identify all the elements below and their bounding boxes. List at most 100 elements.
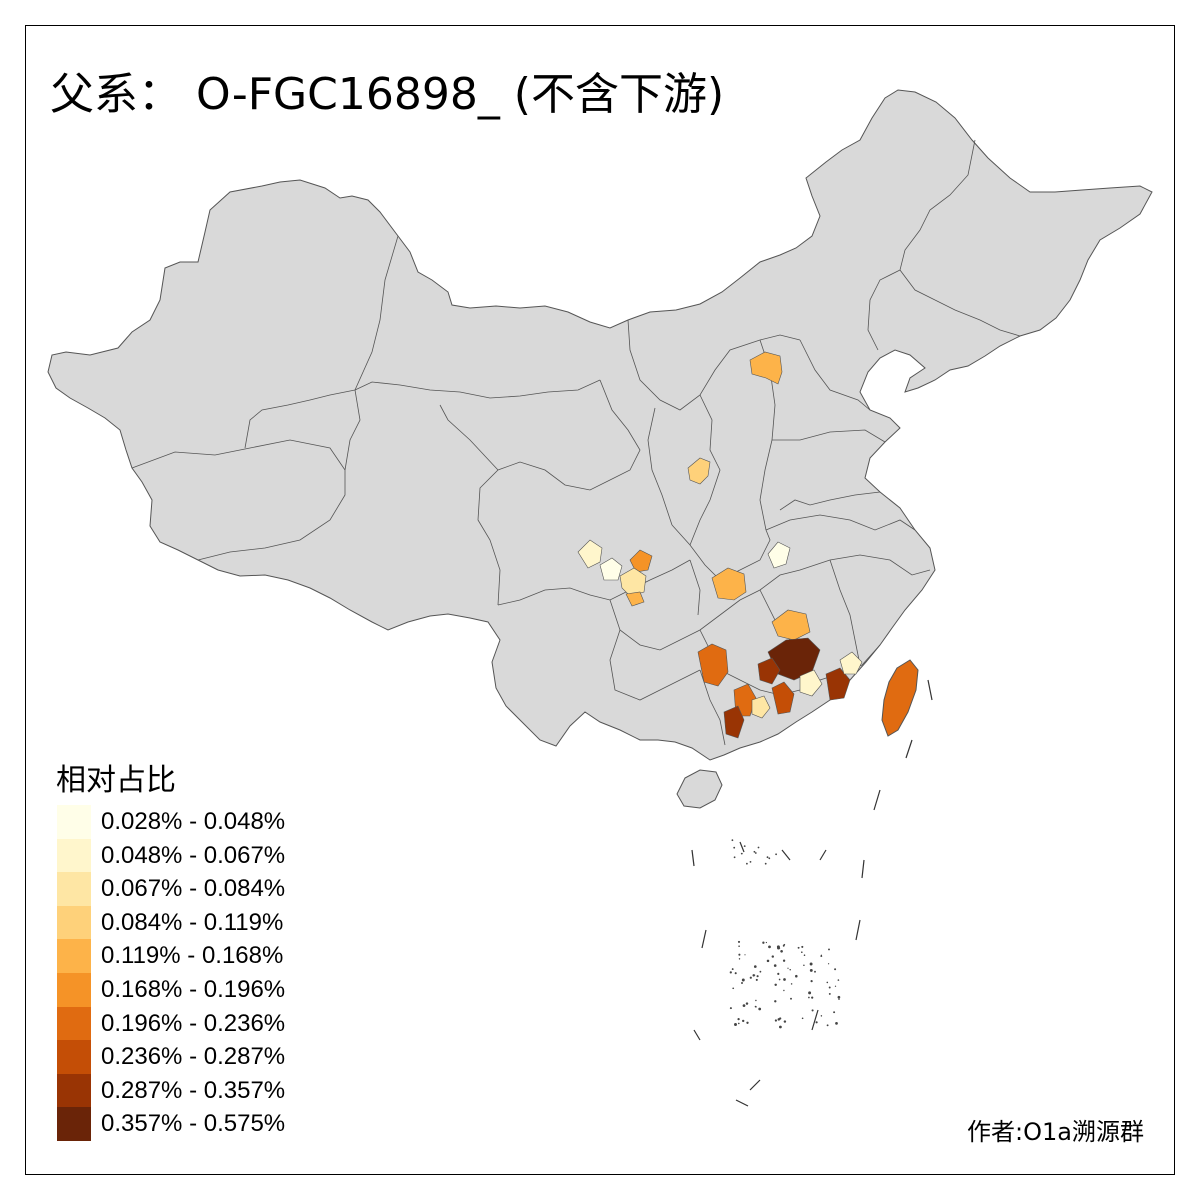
islet-dot: [742, 1004, 746, 1007]
islet-dot: [809, 962, 813, 966]
legend-title: 相对占比: [56, 763, 176, 798]
islet-dot: [828, 986, 831, 989]
islet-dot: [834, 968, 837, 971]
islet-dot: [754, 1005, 757, 1008]
islet-dot: [741, 978, 745, 982]
legend-label: 0.067% - 0.084%: [101, 875, 286, 903]
islet-dot: [731, 839, 734, 842]
islet-dot: [764, 862, 767, 865]
islet-dot: [803, 954, 806, 956]
region-sichuan-east-2: [619, 567, 647, 597]
islet-dot: [820, 1015, 823, 1017]
islet-dot: [740, 852, 743, 855]
legend-label: 0.048% - 0.067%: [101, 841, 286, 869]
islet-dot: [729, 1007, 732, 1010]
legend-label: 0.084% - 0.119%: [101, 908, 284, 936]
islet-dot: [795, 974, 798, 978]
islet-dot: [732, 987, 735, 990]
islet-dot: [742, 1019, 745, 1023]
islet-dot: [774, 1000, 777, 1003]
islet-dot: [737, 1022, 740, 1025]
region-guangxi-north: [697, 643, 729, 687]
legend-label: 0.236% - 0.287%: [101, 1043, 286, 1071]
islet-dot: [768, 945, 771, 949]
region-fujian-south: [839, 651, 863, 675]
islet-dot: [753, 974, 756, 976]
legend-label: 0.196% - 0.236%: [101, 1009, 286, 1037]
region-guangdong-center: [771, 681, 795, 715]
islet-dot: [738, 953, 741, 956]
islet-dot: [766, 856, 769, 859]
region-chifeng-area: [749, 351, 783, 385]
south-china-sea-islands: [691, 679, 933, 1107]
islet-dot: [790, 983, 793, 985]
islet-dot: [787, 967, 789, 969]
islet-dot: [810, 980, 813, 983]
islet-dot: [780, 949, 783, 953]
islet-dot: [733, 856, 736, 859]
legend-swatch: [57, 872, 91, 907]
islet-dot: [803, 964, 805, 967]
region-hunan-middle: [771, 609, 811, 641]
region-sichuan-east-3: [625, 591, 645, 607]
region-guangdong-east: [825, 667, 851, 701]
legend-swatch: [57, 805, 91, 839]
islet-dot: [779, 1025, 782, 1029]
islet-dot: [789, 968, 791, 971]
islet-dot: [811, 1009, 814, 1012]
legend-swatch: [57, 1006, 91, 1041]
islet-dot: [776, 945, 780, 949]
region-guangdong-west: [799, 669, 823, 697]
islet-dot: [811, 996, 814, 999]
islet-dot: [755, 978, 758, 981]
islet-dot: [738, 945, 740, 947]
legend-label: 0.119% - 0.168%: [101, 942, 284, 970]
south-china-sea-dots: [729, 839, 841, 1029]
islet-dot: [744, 954, 746, 956]
islet-dot: [749, 861, 752, 863]
islet-dot: [809, 968, 813, 972]
islet-dot: [783, 978, 786, 981]
islet-dot: [814, 970, 816, 973]
islet-dot: [782, 944, 785, 947]
islet-dot: [777, 972, 780, 975]
islet-dot: [734, 1023, 737, 1026]
islet-dot: [775, 853, 777, 856]
legend-swatch: [57, 972, 91, 1007]
islet-dot: [753, 850, 756, 853]
islet-dot: [790, 997, 792, 1000]
islet-dot: [741, 982, 743, 984]
islet-dot: [826, 1024, 829, 1027]
legend-swatch: [57, 838, 91, 873]
islet-dot: [743, 845, 746, 847]
islet-dot: [759, 970, 762, 973]
islet-dot: [834, 985, 837, 987]
legend-label: 0.028% - 0.048%: [101, 808, 286, 835]
islet-dot: [768, 857, 771, 860]
legend-label: 0.287% - 0.357%: [101, 1076, 286, 1104]
legend-label: 0.357% - 0.575%: [101, 1110, 286, 1138]
region-hubei-area: [767, 541, 791, 569]
legend-swatch: [57, 939, 91, 974]
islet-dot: [749, 976, 752, 979]
islet-dot: [758, 1007, 762, 1011]
islet-dot: [765, 941, 768, 944]
region-guizhou-north: [711, 567, 747, 601]
islet-dot: [746, 862, 748, 865]
map-title: 父系： O-FGC16898_ (不含下游): [50, 69, 725, 120]
islet-dot: [757, 846, 760, 849]
legend-label: 0.168% - 0.196%: [101, 975, 286, 1003]
islet-dot: [729, 971, 732, 974]
islet-dot: [783, 989, 785, 992]
china-landmass: [47, 89, 1153, 761]
islet-dot: [731, 968, 734, 971]
islet-dot: [773, 964, 777, 967]
region-guangxi-east: [757, 657, 781, 685]
islet-dot: [737, 940, 741, 943]
islet-dot: [754, 852, 757, 854]
islet-dot: [766, 959, 770, 963]
region-sichuan-west-1: [577, 539, 603, 569]
islet-dot: [778, 978, 781, 981]
islet-dot: [827, 963, 830, 965]
islet-dot: [762, 941, 765, 944]
